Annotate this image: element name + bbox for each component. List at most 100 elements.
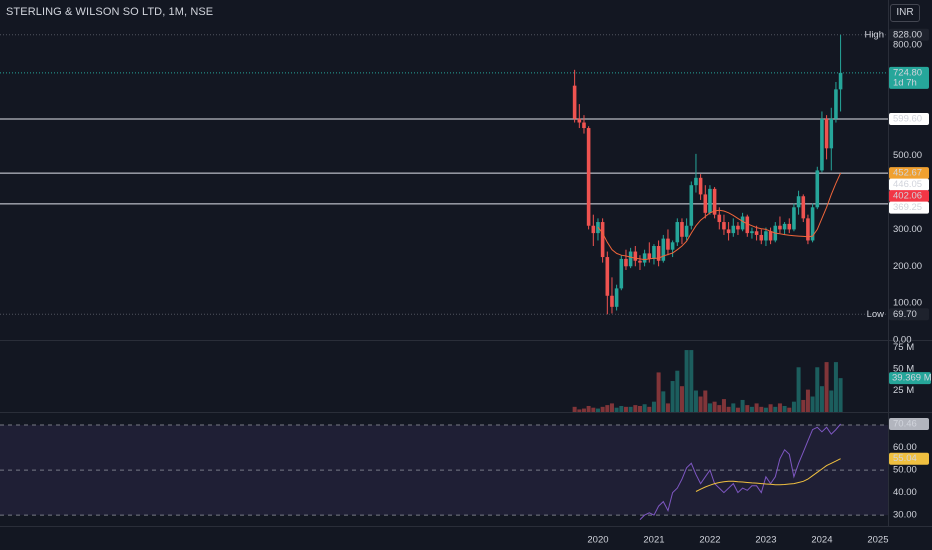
candle-body [605, 257, 610, 296]
volume-bar [787, 407, 792, 412]
candle-body [820, 118, 824, 171]
candle-body [834, 89, 838, 119]
volume-bar [605, 405, 610, 412]
volume-bar [665, 403, 670, 412]
price-badge [889, 418, 929, 431]
volume-bar [647, 406, 652, 412]
price-badge-label: 446.05 [893, 179, 922, 190]
volume-bar [600, 406, 605, 412]
volume-bar [577, 409, 582, 412]
volume-bar [838, 378, 843, 412]
candle-body [656, 246, 661, 261]
candle-body [782, 223, 787, 230]
candle-body [647, 253, 652, 259]
volume-bar [833, 362, 838, 412]
candle-body [577, 118, 582, 123]
volume-bar [679, 386, 684, 412]
volume-bar [633, 405, 638, 412]
y-tick-label: 100.00 [893, 298, 922, 309]
volume-bar [637, 405, 642, 412]
candle-body [712, 188, 717, 215]
volume-bar [819, 386, 824, 412]
candle-body [838, 72, 843, 90]
candle-body [703, 194, 708, 213]
x-tick-label: 2025 [867, 535, 888, 546]
y-tick-label: 200.00 [893, 261, 922, 272]
candle-body [572, 85, 577, 119]
candle-body [661, 238, 666, 261]
volume-bar [735, 407, 740, 412]
candle-body [726, 229, 731, 234]
candle-body [642, 253, 647, 263]
candle-body [810, 207, 815, 241]
currency-button[interactable]: INR [890, 4, 920, 22]
volume-bar [731, 403, 736, 412]
volume-bar [693, 390, 698, 412]
volume-bar [712, 401, 717, 412]
candle-body [586, 128, 591, 226]
volume-bar [623, 406, 628, 412]
candle-body [796, 196, 801, 208]
volume-badge [889, 372, 931, 385]
candle-body [638, 260, 642, 263]
volume-bar [595, 408, 600, 412]
candle-body [591, 225, 596, 234]
candle-body [764, 231, 768, 241]
price-badge-label: 69.70 [893, 309, 917, 320]
volume-bar [717, 405, 722, 412]
volume-bar [703, 390, 708, 412]
price-badge [889, 178, 929, 191]
price-badge [889, 167, 929, 180]
rsi-line [695, 458, 841, 492]
y-tick-label: 60.00 [893, 442, 917, 453]
volume-bar [619, 405, 624, 412]
x-tick-label: 2021 [643, 535, 664, 546]
x-tick-label: 2023 [755, 535, 776, 546]
moving-average [597, 172, 842, 261]
y-tick-label: 40.00 [893, 487, 917, 498]
volume-bar [656, 372, 661, 412]
candle-body [829, 118, 834, 149]
candle-body [614, 288, 619, 307]
x-tick-label: 2022 [699, 535, 720, 546]
volume-bar [749, 406, 754, 412]
volume-bar [782, 405, 787, 412]
candle-body [610, 295, 614, 307]
candle-body [717, 214, 722, 223]
candle-body [624, 258, 628, 267]
price-badge-label: 55.04 [893, 453, 917, 464]
volume-bar [759, 406, 764, 412]
candle-body [731, 225, 736, 234]
candle-body [675, 222, 680, 243]
volume-bar [740, 399, 745, 412]
countdown-label: 1d 7h [893, 77, 917, 88]
volume-bar [773, 406, 778, 412]
volume-bar [707, 403, 712, 412]
last-price-badge [889, 66, 929, 89]
price-badge-label: 599.60 [893, 114, 922, 125]
volume-bar [777, 403, 782, 412]
price-badge [889, 308, 929, 321]
volume-bar [675, 370, 680, 412]
candle-body [736, 225, 740, 230]
y-tick-label: 50.00 [893, 465, 917, 476]
candle-body [628, 251, 633, 267]
volume-bar [684, 350, 689, 412]
volume-bar [586, 405, 591, 412]
volume-bar [591, 407, 596, 412]
volume-badge-label: 39.369 M [892, 373, 932, 384]
candle-body [815, 170, 820, 208]
volume-bar [824, 362, 829, 412]
volume-bar [628, 406, 633, 412]
candle-body [670, 242, 675, 250]
candle-body [740, 216, 745, 230]
candle-body [708, 188, 712, 213]
volume-bar [609, 403, 614, 412]
candle-body [689, 185, 694, 226]
candle-body [787, 223, 792, 230]
candle-body [619, 258, 624, 289]
symbol-title: STERLING & WILSON SO LTD, 1M, NSE [6, 6, 214, 18]
candle-body [806, 218, 810, 241]
last-price-label: 724.80 [893, 67, 922, 78]
